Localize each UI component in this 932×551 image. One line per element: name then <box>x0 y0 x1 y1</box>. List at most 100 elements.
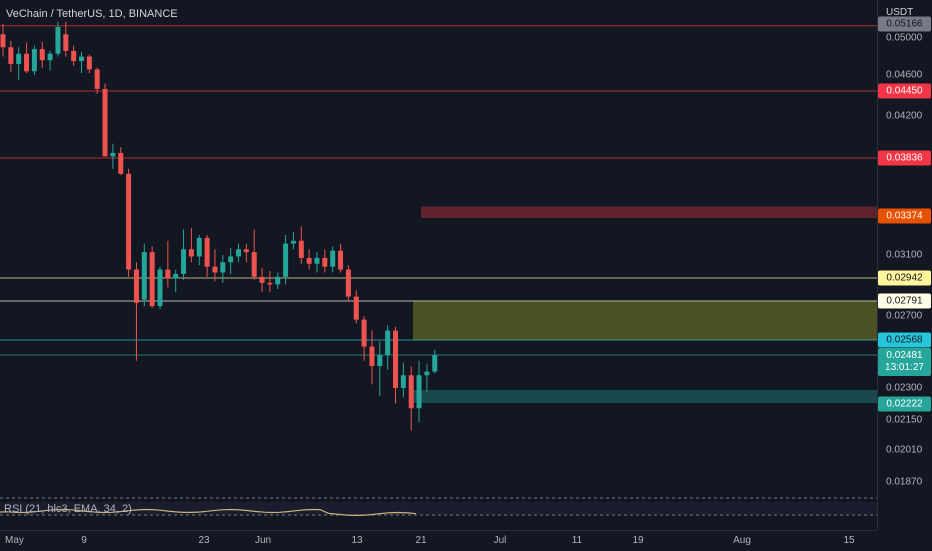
candle-body <box>126 173 132 270</box>
candle-body <box>338 250 344 270</box>
candle-body <box>290 240 296 244</box>
price-tick: 0.03100 <box>886 249 923 261</box>
candle-body <box>345 269 351 297</box>
candle-body <box>86 56 92 70</box>
rsi-label[interactable]: RSI (21, hlc3, EMA, 34, 2) <box>4 503 132 515</box>
candle-body <box>94 69 100 89</box>
candle-body <box>361 319 367 347</box>
price-axis-unit: USDT <box>886 7 914 18</box>
price-tick: 0.04600 <box>886 69 923 81</box>
price-tick: 0.02150 <box>886 414 923 426</box>
candle-body <box>267 282 273 285</box>
candle-body <box>432 355 438 372</box>
candle-body <box>408 375 414 409</box>
candle-body <box>63 34 69 51</box>
time-label: 15 <box>843 535 855 546</box>
price-tick: 0.01870 <box>886 476 923 488</box>
price-tick: 0.02700 <box>886 310 923 322</box>
candle-body <box>243 249 249 253</box>
candle-body <box>8 47 14 64</box>
candle-body <box>47 53 53 61</box>
price-axis[interactable]: USDT 0.05000 0.04600 0.04200 0.03100 0.0… <box>877 0 932 530</box>
price-badge-0.02568: 0.02568 <box>878 332 931 348</box>
price-badge-0.03374: 0.03374 <box>878 208 931 224</box>
candle-body <box>55 26 61 54</box>
candle-body <box>24 53 30 72</box>
candle-body <box>133 269 139 303</box>
time-label: Jul <box>493 535 507 546</box>
price-badge-0.04450: 0.04450 <box>878 83 931 99</box>
resistance-zone <box>413 301 877 340</box>
candle-body <box>236 249 241 257</box>
candle-body <box>369 346 375 367</box>
candle-body <box>330 250 336 267</box>
candle-body <box>39 49 45 61</box>
candle-body <box>110 152 116 157</box>
candle-body <box>157 269 163 307</box>
price-badge-0.03836: 0.03836 <box>878 150 931 166</box>
candle-body <box>31 49 37 72</box>
bar-countdown: 13:01:27 <box>885 362 924 373</box>
candle-body <box>196 237 202 257</box>
candle-body <box>416 375 422 409</box>
price-badge-top: 0.05166 <box>878 16 931 32</box>
time-label: Aug <box>733 535 751 546</box>
time-label: 13 <box>351 535 363 546</box>
time-label: 11 <box>571 535 583 546</box>
time-label: 23 <box>198 535 210 546</box>
time-label: 9 <box>81 535 87 546</box>
candle-body <box>0 34 6 48</box>
current-price-value: 0.02481 <box>886 350 923 361</box>
candle-body <box>400 375 406 388</box>
candle-body <box>322 257 328 267</box>
time-label: 19 <box>632 535 644 546</box>
candle-body <box>141 252 147 300</box>
candle-body <box>275 276 281 285</box>
symbol-legend[interactable]: VeChain / TetherUS, 1D, BINANCE <box>6 8 178 20</box>
candle-body <box>149 252 155 307</box>
candle-body <box>314 257 320 264</box>
candlestick-chart[interactable] <box>0 0 877 497</box>
candle-body <box>212 266 218 273</box>
price-tick: 0.02300 <box>886 382 923 394</box>
time-axis[interactable]: May 9 23 Jun 13 21 Jul 11 19 Aug 15 <box>0 530 877 551</box>
candle-body <box>188 249 194 257</box>
candle-body <box>306 257 312 264</box>
price-tick: 0.04200 <box>886 110 923 122</box>
price-tick: 0.05000 <box>886 32 923 44</box>
price-chart[interactable]: VeChain / TetherUS, 1D, BINANCE <box>0 0 877 497</box>
candle-body <box>353 296 359 320</box>
candle-body <box>377 355 383 367</box>
supply-zone <box>421 206 877 218</box>
candle-body <box>298 240 304 258</box>
price-badge-0.02222: 0.02222 <box>878 396 931 412</box>
candle-body <box>220 262 226 273</box>
time-label: May <box>5 535 24 546</box>
candle-body <box>71 50 77 62</box>
candle-body <box>181 249 187 274</box>
candle-body <box>173 273 179 279</box>
candle-body <box>102 88 108 157</box>
candle-body <box>393 330 398 388</box>
candle-body <box>251 252 257 277</box>
candle-body <box>204 237 210 267</box>
candle-body <box>79 56 84 62</box>
support-zone <box>413 389 877 403</box>
candle-body <box>165 269 171 279</box>
candle-body <box>283 243 289 277</box>
rsi-band <box>0 502 877 515</box>
rsi-line <box>0 508 417 516</box>
current-price-badge: 0.02481 13:01:27 <box>878 348 931 376</box>
price-badge-0.02791: 0.02791 <box>878 293 931 309</box>
time-label: 21 <box>415 535 427 546</box>
price-tick: 0.02010 <box>886 444 923 456</box>
rsi-indicator <box>0 497 877 516</box>
candle-body <box>259 276 265 283</box>
rsi-pane[interactable]: RSI (21, hlc3, EMA, 34, 2) <box>0 497 877 530</box>
candle-body <box>424 371 430 376</box>
candle-body <box>16 53 22 64</box>
time-label: Jun <box>254 535 272 546</box>
price-badge-0.02942: 0.02942 <box>878 270 931 286</box>
candle-body <box>385 330 391 356</box>
candle-body <box>228 256 234 263</box>
